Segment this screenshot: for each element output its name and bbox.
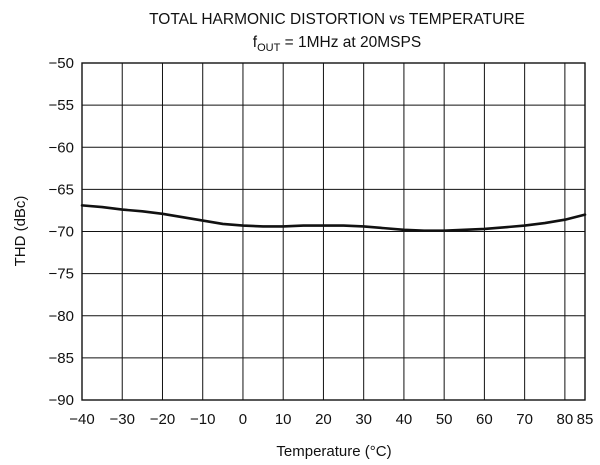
x-tick-label: −10 xyxy=(190,411,215,428)
x-tick-label: 0 xyxy=(239,411,247,428)
x-tick-label: 40 xyxy=(396,411,413,428)
chart-title: TOTAL HARMONIC DISTORTION vs TEMPERATURE xyxy=(149,11,525,28)
x-tick-label: −20 xyxy=(150,411,175,428)
x-tick-labels: −40 −30 −20 −10 0 10 20 30 40 50 60 70 80 85 xyxy=(69,411,593,428)
x-tick-label: −40 xyxy=(69,411,94,428)
plot-frame xyxy=(81,62,586,401)
x-tick-label: 50 xyxy=(436,411,453,428)
thd-series-line xyxy=(80,204,587,232)
x-tick-label: −30 xyxy=(110,411,135,428)
x-tick-label: 60 xyxy=(476,411,493,428)
y-tick-label: −75 xyxy=(49,266,74,283)
y-axis-label: THD (dBc) xyxy=(12,196,29,267)
x-tick-label: 70 xyxy=(516,411,533,428)
y-tick-labels: −50 −55 −60 −65 −70 −75 −80 −85 −90 xyxy=(49,55,74,409)
x-tick-label: 10 xyxy=(275,411,292,428)
y-tick-label: −60 xyxy=(49,139,74,156)
y-tick-label: −70 xyxy=(49,224,74,241)
y-tick-label: −90 xyxy=(49,392,74,409)
series-layer xyxy=(80,204,587,232)
y-tick-label: −85 xyxy=(49,350,74,367)
grid-lines xyxy=(81,62,586,401)
x-tick-label: 80 xyxy=(557,411,574,428)
x-tick-label: 20 xyxy=(315,411,332,428)
x-tick-label: 85 xyxy=(577,411,594,428)
x-tick-label: 30 xyxy=(355,411,372,428)
subtitle-prefix: f xyxy=(253,34,258,51)
x-axis-label: Temperature (°C) xyxy=(276,443,391,460)
y-tick-label: −65 xyxy=(49,181,74,198)
subtitle-suffix: = 1MHz at 20MSPS xyxy=(280,34,421,51)
y-tick-label: −55 xyxy=(49,97,74,114)
y-tick-label: −50 xyxy=(49,55,74,72)
y-tick-label: −80 xyxy=(49,308,74,325)
subtitle-subscript: OUT xyxy=(257,42,281,54)
chart-subtitle: fOUT = 1MHz at 20MSPS xyxy=(253,34,421,54)
